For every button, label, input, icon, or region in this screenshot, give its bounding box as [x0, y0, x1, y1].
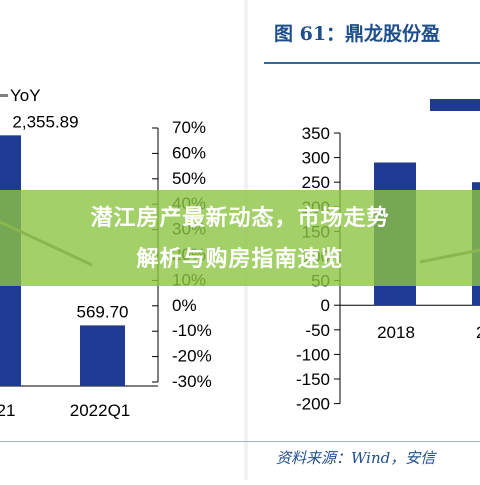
left-right-axis-tick: 0% [172, 296, 197, 315]
right-legend-swatch [430, 99, 480, 111]
right-y-axis-tick: -100 [296, 345, 330, 364]
left-bar-data-label: 2,355.89 [12, 112, 78, 131]
headline-line-2: 解析与购房指南速览 [136, 247, 344, 272]
left-legend-label: YoY [10, 86, 41, 105]
right-y-axis-tick: -200 [296, 395, 330, 414]
left-category-label: 2022Q1 [70, 401, 131, 420]
right-category-label: 20 [476, 323, 480, 342]
figure-title: 图 61：鼎龙股份盈 [274, 23, 441, 45]
left-bar-data-label: 569.70 [77, 302, 129, 321]
figure-bottom-rule [0, 441, 480, 442]
figure-title-rule [264, 62, 480, 64]
left-right-axis-tick: -30% [172, 372, 212, 391]
figure-source: 资料来源：Wind，安信 [276, 449, 436, 467]
left-bar [80, 325, 125, 386]
right-y-axis-tick: 350 [302, 124, 330, 143]
left-legend-swatch [0, 94, 8, 97]
right-y-axis-tick: 250 [302, 173, 330, 192]
right-y-axis-tick: -150 [296, 370, 330, 389]
right-y-axis-tick: 300 [302, 149, 330, 168]
headline-line-1: 潜江房产最新动态，市场走势 [90, 206, 390, 231]
headline-banner [0, 190, 480, 286]
left-right-axis-tick: -10% [172, 321, 212, 340]
right-category-label: 2018 [377, 323, 415, 342]
left-right-axis-tick: -20% [172, 347, 212, 366]
left-category-label: 21 [0, 401, 15, 420]
right-y-axis-tick: 0 [321, 296, 330, 315]
right-y-axis-tick: -50 [305, 321, 330, 340]
left-right-axis-tick: 50% [172, 169, 206, 188]
left-right-axis-tick: 60% [172, 143, 206, 162]
left-right-axis-tick: 70% [172, 118, 206, 137]
